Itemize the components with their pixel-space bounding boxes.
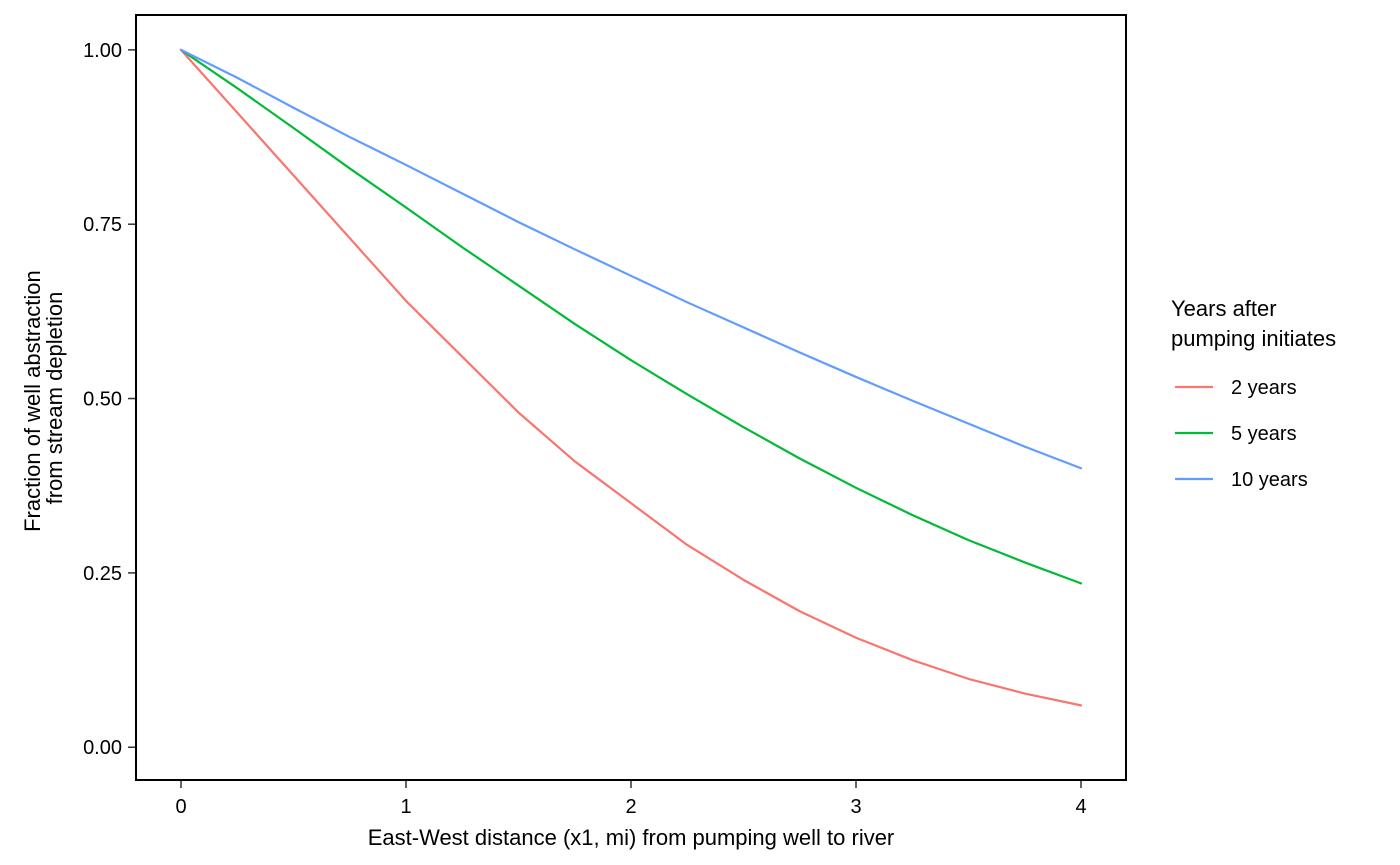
y-tick-label: 0.25 <box>83 563 122 585</box>
y-tick-label: 0.50 <box>83 389 122 411</box>
series-line-5-years <box>179 48 1083 585</box>
x-tick-label: 0 <box>175 796 186 818</box>
x-tick-label: 4 <box>1075 796 1086 818</box>
x-tick-label: 1 <box>400 796 411 818</box>
legend-title-line-1: Years after <box>1171 296 1277 321</box>
y-tick-label: 0.75 <box>83 214 122 236</box>
x-tick-label: 2 <box>625 796 636 818</box>
series-layer <box>179 48 1083 707</box>
legend-title-line-2: pumping initiates <box>1171 326 1336 351</box>
series-line-2-years <box>179 48 1083 707</box>
y-tick-label: 0.00 <box>83 737 122 759</box>
series-line-10-years <box>179 48 1083 470</box>
y-tick-label: 1.00 <box>83 40 122 62</box>
legend: Years after pumping initiates 2 years 5 y… <box>1171 296 1336 491</box>
x-axis-title: East-West distance (x1, mi) from pumping… <box>368 825 895 850</box>
x-tick-label: 3 <box>850 796 861 818</box>
y-axis-title-line-2: from stream depletion <box>42 292 67 505</box>
y-axis-title-line-1: Fraction of well abstraction <box>20 270 45 532</box>
y-axis: 0.00 0.25 0.50 0.75 1.00 <box>83 40 135 759</box>
legend-label-2-years: 2 years <box>1231 377 1297 399</box>
legend-label-10-years: 10 years <box>1231 469 1308 491</box>
legend-items: 2 years 5 years 10 years <box>1175 377 1308 491</box>
x-axis: 0 1 2 3 4 <box>175 781 1087 818</box>
y-axis-title: Fraction of well abstraction from stream… <box>20 264 67 532</box>
legend-label-5-years: 5 years <box>1231 423 1297 445</box>
plot-panel-border <box>135 14 1127 781</box>
